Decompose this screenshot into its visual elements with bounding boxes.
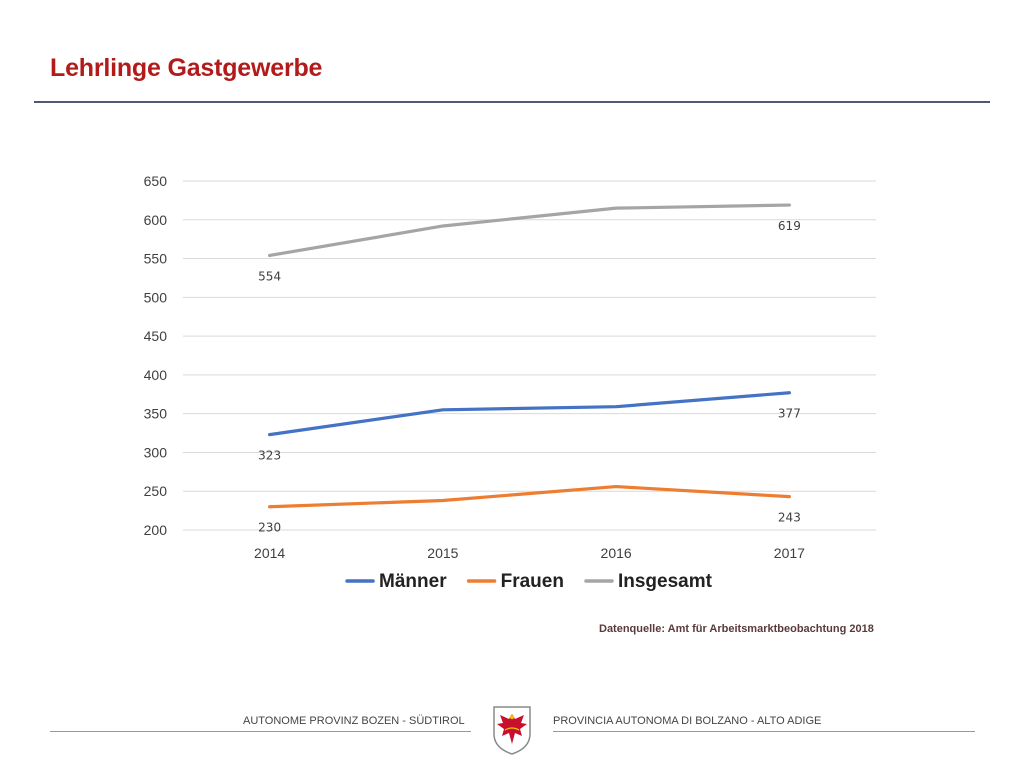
y-tick-label: 650 [144,173,168,189]
data-label: 243 [778,511,801,525]
legend-label: Männer [379,571,447,592]
legend-label: Insgesamt [618,571,713,592]
data-label: 554 [258,269,281,283]
y-tick-label: 500 [144,289,168,305]
y-tick-label: 400 [144,367,168,383]
series-line [268,484,791,509]
slide-title: Lehrlinge Gastgewerbe [50,54,323,82]
y-tick-label: 550 [144,251,168,267]
x-tick-label: 2015 [427,545,458,561]
y-tick-label: 450 [144,328,168,344]
data-label: 377 [778,407,801,421]
x-tick-label: 2017 [774,545,805,561]
footer-right-text: PROVINCIA AUTONOMA DI BOLZANO - ALTO ADI… [553,715,822,727]
data-source-note: Datenquelle: Amt für Arbeitsmarktbeobach… [599,623,874,635]
series-line [268,391,791,437]
x-tick-label: 2016 [601,545,632,561]
footer-divider-left [50,731,471,732]
y-tick-label: 350 [144,406,168,422]
y-tick-label: 200 [144,522,168,538]
y-tick-label: 600 [144,212,168,228]
tyrolean-eagle-coat-of-arms-icon [493,706,531,755]
data-label: 323 [258,449,281,463]
data-label: 230 [258,521,281,535]
y-tick-label: 250 [144,483,168,499]
series-line [268,203,791,258]
legend-label: Frauen [501,571,564,592]
footer-left-text: AUTONOME PROVINZ BOZEN - SÜDTIROL [243,715,465,727]
title-divider [34,101,990,103]
footer-divider-right [553,731,975,732]
x-tick-label: 2014 [254,545,285,561]
y-tick-label: 300 [144,444,168,460]
data-label: 619 [778,219,801,233]
line-chart: 200 250 300 350 400 450 500 550 600 650 2014 2015 20… [144,173,876,592]
